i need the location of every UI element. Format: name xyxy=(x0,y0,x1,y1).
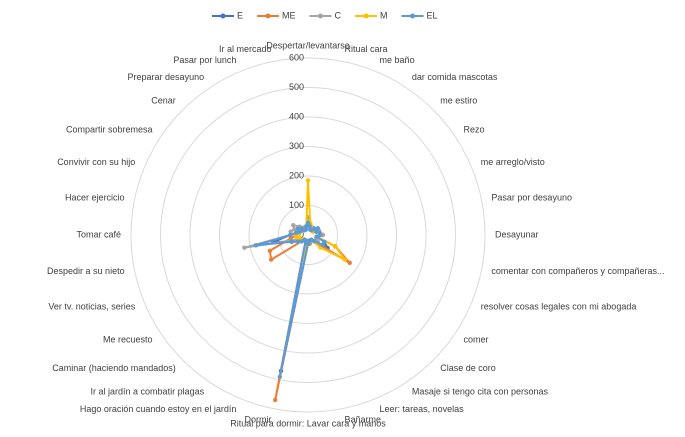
point xyxy=(320,242,325,248)
category-label: Pasar por desayuno xyxy=(491,193,572,203)
point xyxy=(272,397,278,403)
legend-marker xyxy=(410,13,416,19)
point xyxy=(288,229,293,234)
category-label: Hago oración cuando estoy en el jardín xyxy=(80,404,237,414)
category-label: Leer: tareas, novelas xyxy=(380,404,465,414)
category-label: Convivir con su hijo xyxy=(57,157,135,167)
point xyxy=(269,257,274,262)
category-label: Despertar/levantarse xyxy=(266,40,350,50)
grid-circle xyxy=(248,175,368,295)
category-label: comentar con compañeros y compañeras... xyxy=(491,266,664,276)
category-label: Desayunar xyxy=(495,229,539,239)
legend-label: ME xyxy=(282,10,296,20)
grid-circle xyxy=(130,57,486,413)
legend-marker xyxy=(220,13,226,19)
r-tick-label: 0 xyxy=(299,229,304,239)
category-label: Pasar por lunch xyxy=(173,55,236,65)
category-label: Despedir a su nieto xyxy=(47,266,125,276)
point xyxy=(292,227,297,232)
category-label: Caminar (haciendo mandados) xyxy=(52,363,176,373)
category-label: Ir al jardín a combatir plagas xyxy=(91,387,205,397)
point xyxy=(307,224,312,229)
category-label: resolver cosas legales con mi abogada xyxy=(481,302,637,312)
r-tick-label: 500 xyxy=(289,82,304,92)
category-label: me estiro xyxy=(440,96,477,106)
legend-label: E xyxy=(237,10,243,20)
point xyxy=(267,248,273,254)
point xyxy=(242,245,247,250)
category-label: Me recuesto xyxy=(103,334,153,344)
point xyxy=(294,230,299,235)
point xyxy=(295,239,301,244)
category-label: dar comida mascotas xyxy=(412,72,498,82)
category-label: Ver tv. noticias, series xyxy=(48,302,135,312)
category-label: Rezo xyxy=(463,124,484,134)
point xyxy=(289,239,294,244)
point xyxy=(304,224,309,229)
category-label: me baño xyxy=(380,55,415,65)
legend-label: EL xyxy=(427,10,438,20)
grid-circle xyxy=(160,87,456,383)
point xyxy=(333,244,338,249)
point xyxy=(277,374,282,379)
point xyxy=(288,232,293,238)
r-tick-label: 200 xyxy=(289,170,304,180)
point xyxy=(305,241,311,247)
category-label: Ir al mercado xyxy=(219,44,272,54)
point xyxy=(299,239,304,244)
legend-marker xyxy=(363,13,369,19)
legend-marker xyxy=(318,13,324,19)
legend-label: C xyxy=(335,10,342,20)
r-tick-label: 600 xyxy=(289,52,304,62)
category-label: Hacer ejercicio xyxy=(65,193,125,203)
point xyxy=(295,226,301,231)
category-label: Tomar café xyxy=(76,229,121,239)
legend-label: M xyxy=(380,10,388,20)
category-label: Preparar desayuno xyxy=(128,72,205,82)
category-label: Clase de coro xyxy=(440,363,496,373)
series-line xyxy=(268,216,351,401)
category-label: Dormir xyxy=(245,415,272,425)
category-label: Bañarme xyxy=(344,415,381,425)
grid-circle xyxy=(189,116,427,354)
point xyxy=(314,234,319,239)
series-line xyxy=(255,221,326,378)
category-label: Cenar xyxy=(151,96,176,106)
legend-marker xyxy=(265,13,271,19)
category-label: Masaje si tengo cita con personas xyxy=(412,387,549,397)
category-label: Ritual para dormir: Lavar cara y manos xyxy=(230,418,386,428)
r-tick-label: 300 xyxy=(289,141,304,151)
category-label: Compartir sobremesa xyxy=(66,124,153,134)
point xyxy=(313,229,319,234)
point xyxy=(347,260,352,266)
point xyxy=(305,178,311,183)
r-tick-label: 100 xyxy=(289,200,304,210)
category-label: Ritual cara xyxy=(344,44,387,54)
point xyxy=(342,257,347,262)
category-label: comer xyxy=(463,334,488,344)
point xyxy=(291,222,296,228)
r-tick-label: 400 xyxy=(289,111,304,121)
point xyxy=(253,243,259,248)
category-label: me arreglo/visto xyxy=(481,157,545,167)
grid-circle xyxy=(219,146,397,324)
point xyxy=(303,227,308,232)
